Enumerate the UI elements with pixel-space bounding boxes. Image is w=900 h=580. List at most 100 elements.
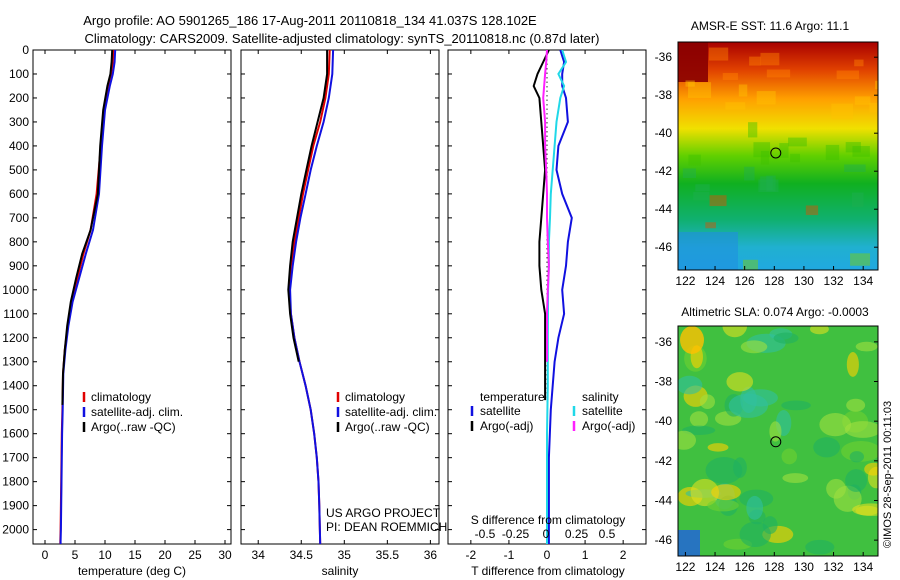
sst-map-axes: 122 124 126 128 130 132 134 -36 -38 -40 -42 -44 -46 — [655, 50, 878, 288]
series-line-salinity-argo-adj- — [542, 50, 550, 362]
sla-patch — [707, 443, 729, 452]
depth-tick-label: 100 — [9, 67, 29, 81]
sst-patch — [766, 69, 791, 78]
legend-label: Argo(..raw -QC) — [91, 420, 176, 434]
series-line-salinity-satellite — [546, 50, 568, 544]
salinity-xlabel: salinity — [322, 564, 359, 578]
map-lat-label: -40 — [655, 126, 673, 140]
map-lon-label: 130 — [794, 274, 814, 288]
sla-map-frame — [677, 325, 879, 557]
map-lon-label: 124 — [705, 560, 725, 574]
x-tick-label: 0 — [42, 548, 49, 562]
map-lat-label: -46 — [655, 240, 673, 254]
series-line-argo-raw-qc- — [287, 50, 329, 362]
sst-patch — [805, 205, 819, 216]
sla-patch — [805, 539, 835, 555]
sst-patch — [748, 122, 758, 138]
s-difference-tick-label: -0.5 — [475, 527, 496, 541]
sst-patch — [760, 176, 773, 191]
x-tick-label: 0 — [544, 548, 551, 562]
map-lon-label: 134 — [853, 560, 873, 574]
depth-tick-label: 1500 — [2, 403, 29, 417]
map-lon-label: 128 — [764, 560, 784, 574]
sla-patch — [739, 521, 771, 548]
map-lon-label: 132 — [824, 560, 844, 574]
sst-warm-corner — [678, 42, 708, 82]
map-lon-label: 126 — [735, 560, 755, 574]
sla-patch — [746, 495, 764, 520]
sla-patch — [711, 484, 741, 501]
sst-patch — [831, 103, 854, 120]
sst-patch — [756, 91, 776, 105]
x-tick-label: 1 — [582, 548, 589, 562]
sla-patch — [678, 430, 696, 450]
map-lat-label: -42 — [655, 164, 673, 178]
imos-timestamp: ©IMOS 28-Sep-2011 00:11:03 — [882, 401, 894, 548]
map-lat-label: -46 — [655, 533, 673, 547]
series-line-temperature-argo-adj- — [532, 50, 550, 401]
x-tick-label: 35.5 — [376, 548, 400, 562]
sla-patch — [855, 341, 878, 352]
x-tick-label: 20 — [158, 548, 172, 562]
sla-patch — [810, 326, 829, 335]
map-lat-label: -44 — [655, 202, 673, 216]
sla-patch — [781, 448, 798, 465]
map-lon-label: 122 — [675, 560, 695, 574]
sla-patch — [740, 340, 768, 354]
sst-cool-corner — [678, 232, 738, 270]
salinity-depth-ticks — [241, 49, 439, 531]
sst-patch — [722, 73, 738, 80]
depth-tick-label: 1800 — [2, 475, 29, 489]
map-lat-label: -36 — [655, 50, 673, 64]
s-difference-tick-label: 0 — [543, 527, 550, 541]
sla-patch — [852, 503, 878, 516]
map-lat-label: -44 — [655, 493, 673, 507]
map-lon-label: 134 — [853, 274, 873, 288]
sst-patch — [695, 184, 710, 192]
legend-title-salinity: salinity — [582, 390, 619, 404]
sla-patch — [846, 352, 859, 377]
sst-map-panel: AMSR-E SST: 11.6 Argo: 11.1 122 124 126 128… — [655, 19, 879, 288]
sla-patch — [849, 451, 865, 463]
legend-label: Argo(-adj) — [582, 419, 635, 433]
sla-patch — [690, 478, 720, 507]
sst-patch — [852, 146, 870, 157]
x-tick-label: 25 — [188, 548, 202, 562]
sla-patch — [707, 499, 739, 512]
map-lon-label: 128 — [764, 274, 784, 288]
sst-patch — [850, 253, 871, 266]
sla-patch — [844, 421, 878, 438]
depth-tick-label: 1200 — [2, 331, 29, 345]
map-lat-label: -38 — [655, 375, 673, 389]
temperature-profiles — [59, 50, 117, 544]
x-tick-label: 30 — [218, 548, 232, 562]
depth-tick-label: 0 — [22, 43, 29, 57]
legend-label: satellite — [582, 404, 623, 418]
sla-map-axes: 122 124 126 128 130 132 134 -36 -38 -40 -42 -44 -46 — [655, 335, 878, 574]
map-lon-label: 124 — [705, 274, 725, 288]
s-difference-tick-label: 0.25 — [565, 527, 589, 541]
legend-label: satellite-adj. clim. — [345, 405, 437, 419]
depth-tick-label: 300 — [9, 115, 29, 129]
sla-low-corner — [678, 530, 700, 556]
x-tick-label: 5 — [72, 548, 79, 562]
legend-label: satellite — [480, 404, 521, 418]
s-difference-ticks: -0.5 -0.25 0 0.25 0.5 — [475, 527, 616, 541]
s-difference-tick-label: -0.25 — [502, 527, 530, 541]
temperature-axis: 0 5 10 15 20 25 30 — [42, 50, 232, 562]
sla-map-panel: Altimetric SLA: 0.074 Argo: -0.0003 122 1… — [655, 305, 879, 574]
x-tick-label: 34 — [252, 548, 266, 562]
sst-patch — [705, 222, 716, 229]
pi-label: PI: DEAN ROEMMICH — [326, 520, 447, 534]
sst-map-frame — [677, 41, 879, 271]
sst-patch — [845, 142, 861, 153]
sst-patch — [836, 70, 859, 80]
sst-patch — [749, 56, 761, 66]
series-line-argo-raw-qc- — [61, 50, 114, 405]
sst-patch — [688, 82, 712, 98]
sla-patch — [699, 394, 715, 409]
sst-field-texture — [678, 42, 878, 270]
difference-depth-ticks — [448, 49, 646, 531]
sst-patch — [742, 259, 758, 270]
